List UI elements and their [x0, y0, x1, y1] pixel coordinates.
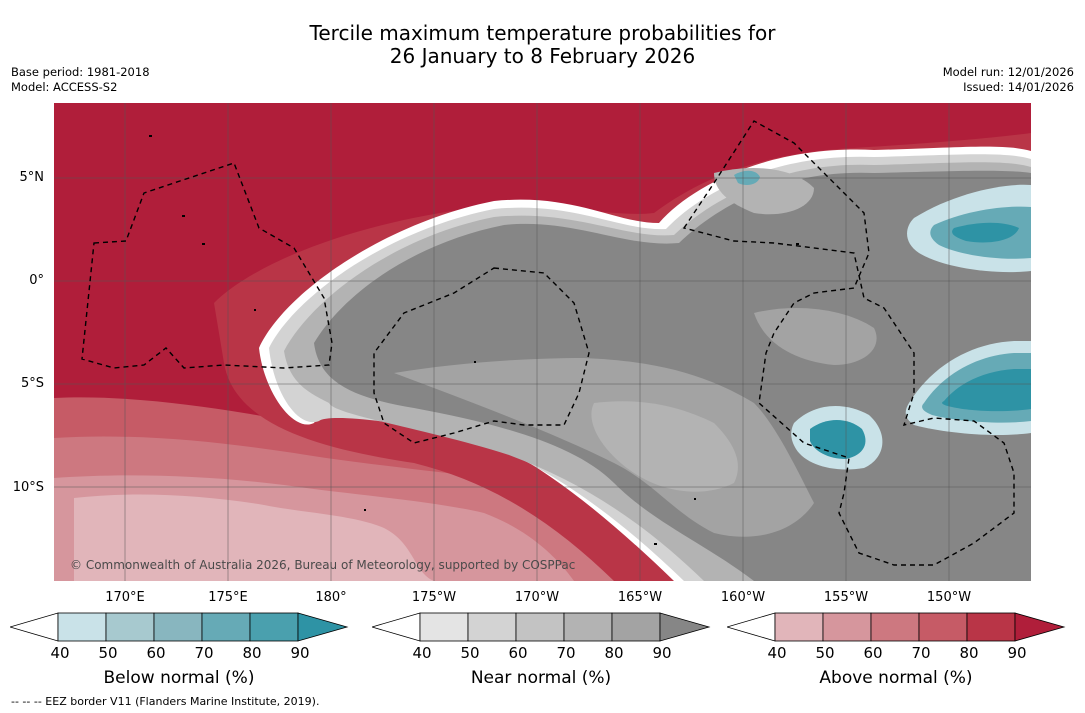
lat-label-5s: 5°S — [20, 376, 44, 391]
base-period: Base period: 1981-2018 — [11, 65, 150, 79]
lon-label-160w: 160°W — [720, 590, 766, 605]
colorbar-below-swatch-5 — [249, 612, 299, 642]
tick: 90 — [1007, 644, 1027, 662]
tick: 50 — [98, 644, 118, 662]
lon-label-165w: 165°W — [617, 590, 663, 605]
colorbar-below-swatch-2 — [105, 612, 155, 642]
map-title: Tercile maximum temperature probabilitie… — [0, 22, 1085, 68]
tick: 50 — [460, 644, 480, 662]
lon-label-150w: 150°W — [926, 590, 972, 605]
lon-label-175w: 175°W — [411, 590, 457, 605]
eez-footnote: -- -- -- EEZ border V11 (Flanders Marine… — [11, 695, 320, 708]
above-normal-band-40 — [74, 494, 434, 581]
colorbar-near-normal — [372, 612, 711, 642]
meta-left: Base period: 1981-2018 Model: ACCESS-S2 — [11, 65, 150, 95]
colorbar-near-swatch-2 — [467, 612, 517, 642]
colorbar-below-swatch-6 — [297, 612, 349, 642]
colorbar-near-swatch-0 — [372, 612, 421, 642]
lon-label-180: 180° — [315, 590, 347, 605]
colorbar-above-swatch-0 — [727, 612, 776, 642]
lon-label-170e: 170°E — [105, 590, 145, 605]
lat-label-5n: 5°N — [19, 170, 45, 185]
colorbar-near-swatch-5 — [611, 612, 661, 642]
colorbar-above-swatch-1 — [774, 612, 824, 642]
lon-label-170w: 170°W — [514, 590, 560, 605]
colorbar-below-swatch-1 — [57, 612, 107, 642]
tick: 70 — [194, 644, 214, 662]
colorbar-above-swatch-5 — [966, 612, 1016, 642]
colorbar-above-swatch-3 — [870, 612, 920, 642]
tick: 80 — [604, 644, 624, 662]
colorbar-near-swatch-1 — [419, 612, 469, 642]
near-normal-patch-1 — [394, 358, 814, 537]
lon-label-175e: 175°E — [208, 590, 248, 605]
tick: 50 — [815, 644, 835, 662]
title-line-2: 26 January to 8 February 2026 — [389, 44, 696, 68]
colorbar-below-swatch-0 — [10, 612, 59, 642]
tick: 60 — [508, 644, 528, 662]
probability-map — [54, 103, 1031, 581]
below-normal-patch-se-core — [942, 369, 1031, 412]
tick: 60 — [146, 644, 166, 662]
near-normal-patch-2 — [591, 401, 738, 492]
tick: 90 — [652, 644, 672, 662]
colorbar-near-swatch-3 — [515, 612, 565, 642]
below-normal-patch-center-core — [810, 420, 866, 459]
tick: 70 — [556, 644, 576, 662]
lat-label-10s: 10°S — [12, 480, 44, 495]
colorbar-above-swatch-4 — [918, 612, 968, 642]
colorbar-near-swatch-4 — [563, 612, 613, 642]
colorbar-above-label: Above normal (%) — [819, 668, 973, 688]
eez-borders — [81, 120, 1015, 566]
lon-label-155w: 155°W — [823, 590, 869, 605]
tick: 60 — [863, 644, 883, 662]
colorbar-below-label: Below normal (%) — [103, 668, 255, 688]
tick: 40 — [412, 644, 432, 662]
colorbar-above-normal — [727, 612, 1066, 642]
colorbar-above-swatch-2 — [822, 612, 872, 642]
tick: 40 — [50, 644, 70, 662]
issued-date: Issued: 14/01/2026 — [963, 80, 1074, 94]
model-run: Model run: 12/01/2026 — [942, 65, 1074, 79]
tick: 80 — [242, 644, 262, 662]
copyright-notice: © Commonwealth of Australia 2026, Bureau… — [70, 558, 576, 572]
tick: 40 — [767, 644, 787, 662]
colorbar-below-swatch-3 — [153, 612, 203, 642]
colorbar-above-swatch-6 — [1014, 612, 1066, 642]
lat-label-0: 0° — [29, 273, 44, 288]
colorbar-near-label: Near normal (%) — [470, 668, 612, 688]
tick: 70 — [911, 644, 931, 662]
colorbar-below-normal — [10, 612, 349, 642]
model-name: Model: ACCESS-S2 — [11, 80, 118, 94]
tick: 80 — [959, 644, 979, 662]
below-normal-patch-east-core — [952, 222, 1019, 243]
meta-right: Model run: 12/01/2026 Issued: 14/01/2026 — [943, 65, 1074, 95]
colorbar-near-swatch-6 — [659, 612, 711, 642]
island-specks — [149, 135, 799, 545]
colorbar-below-swatch-4 — [201, 612, 251, 642]
graticule — [54, 103, 1031, 581]
tick: 90 — [290, 644, 310, 662]
title-line-1: Tercile maximum temperature probabilitie… — [309, 21, 776, 45]
